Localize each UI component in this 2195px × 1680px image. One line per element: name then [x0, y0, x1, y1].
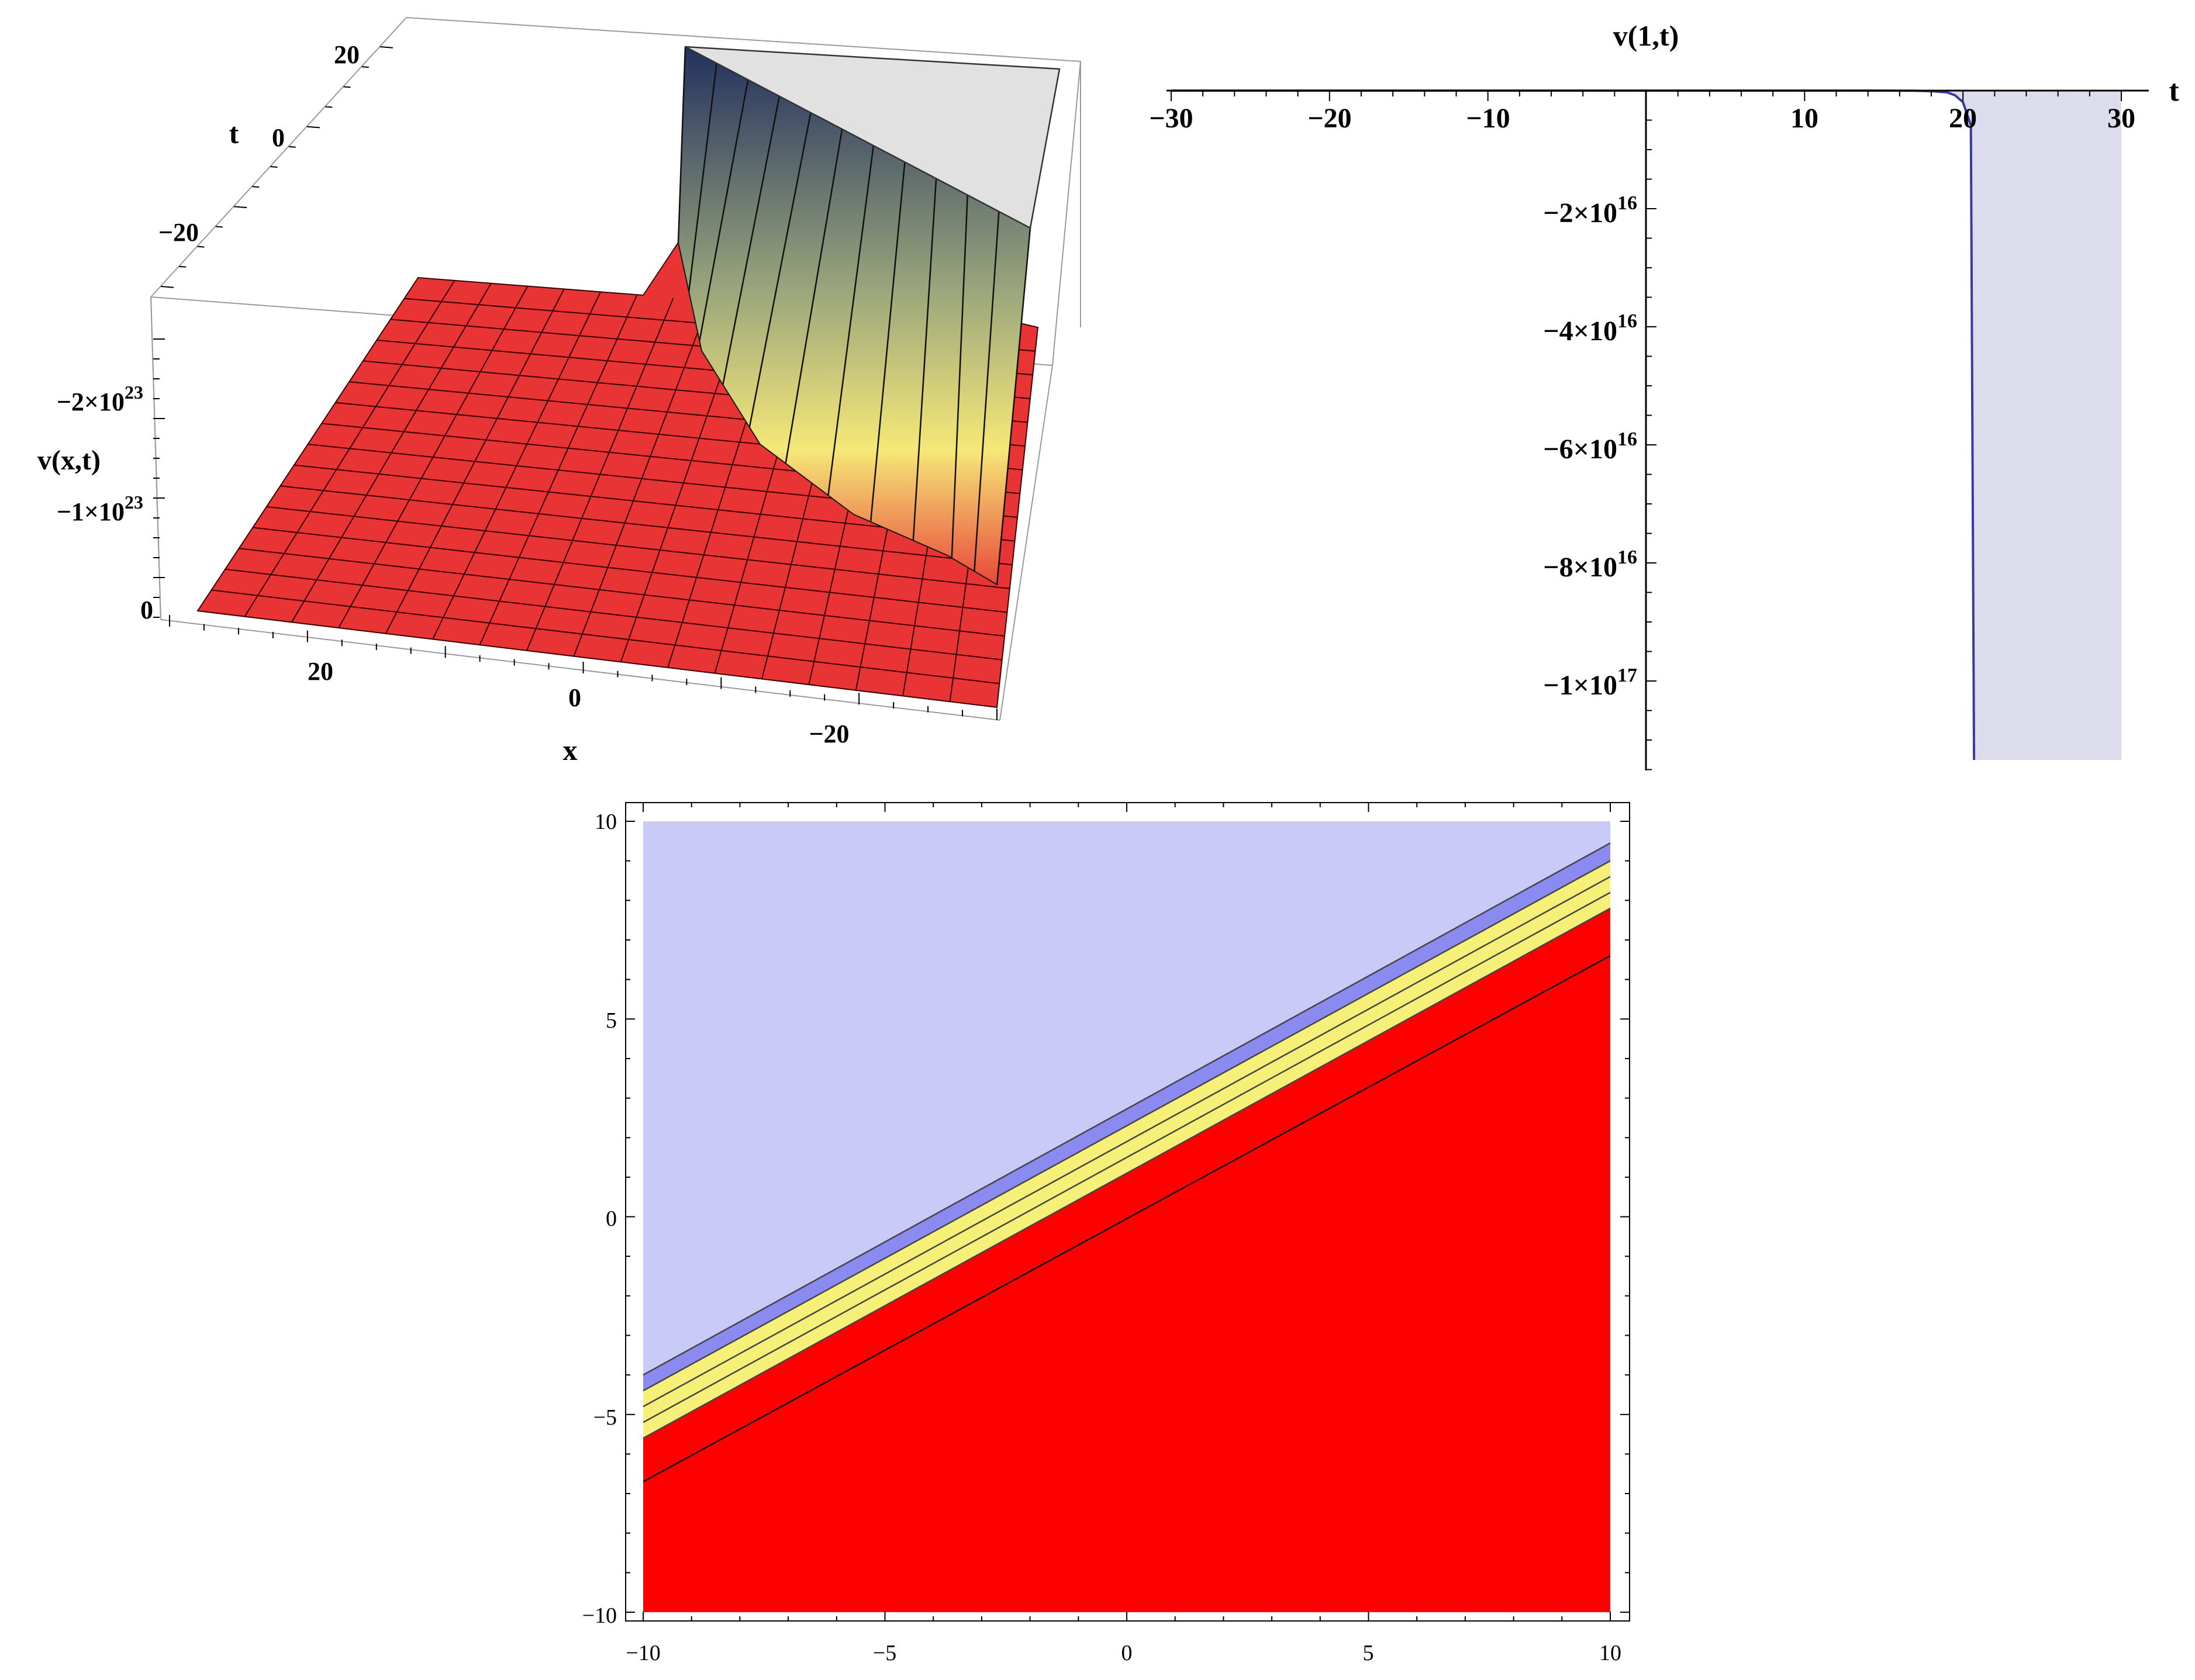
- x-tick-labels: −30 −20 −10 10 20 30: [1149, 103, 2135, 134]
- z-tick: 0: [140, 596, 153, 624]
- x-tick: 0: [1121, 1641, 1133, 1665]
- z-axis-label: v(x,t): [37, 445, 101, 476]
- wall-rib: [699, 79, 749, 341]
- t-tick: −20: [158, 218, 199, 247]
- region-band: [643, 843, 1610, 1391]
- t-axis-tick: [160, 286, 174, 288]
- line-plot: v(1,t) −30 −20 −10 10 20 30 t −2×1016 −4…: [1149, 19, 2179, 770]
- surface-cap: [685, 46, 1061, 229]
- contour-line: [643, 876, 1611, 1408]
- grid-line: [225, 568, 1002, 661]
- x-tick: 10: [1599, 1641, 1621, 1665]
- wall-rib: [722, 96, 781, 385]
- region-top: [643, 821, 1610, 1375]
- x-tick: −30: [1149, 103, 1193, 134]
- region-bottom: [643, 908, 1610, 1612]
- grid-line: [211, 589, 1000, 685]
- t-axis-tick: [252, 186, 260, 188]
- wall-rib: [996, 227, 1031, 585]
- wall-rib: [688, 63, 717, 292]
- surface-plot: 20 0 −20 t −2×1023 v(x,t) −1×1023 0 20 0…: [37, 17, 1082, 766]
- y-tick: −6×1016: [1543, 428, 1637, 465]
- series-area: [1915, 91, 2121, 760]
- y-tick: 5: [606, 1008, 617, 1033]
- t-axis: 20 0 −20 t: [158, 40, 394, 288]
- z-tick: −2×1023: [57, 382, 143, 416]
- x-tick: 30: [2107, 103, 2135, 134]
- contour-plot: 10 5 0 −5 −10 −10 −5 0 5 10: [582, 802, 1630, 1665]
- x-tick: 0: [568, 683, 581, 712]
- grid-line: [239, 548, 1005, 637]
- t-tick: 20: [334, 40, 360, 69]
- wall-rib: [912, 178, 937, 541]
- region-yellow: [643, 860, 1610, 1439]
- y-tick: −8×1016: [1543, 547, 1637, 583]
- y-tick: −10: [582, 1603, 617, 1628]
- contour-line: [643, 891, 1611, 1423]
- x-tick-labels: −10 −5 0 5 10: [626, 1641, 1621, 1665]
- y-tick: −2×1016: [1543, 192, 1637, 229]
- x-axis: 20 0 −20 x: [169, 615, 998, 766]
- grid-line: [280, 485, 1013, 566]
- chart-title: v(1,t): [1613, 19, 1679, 52]
- y-tick: −4×1016: [1543, 310, 1637, 347]
- wall-rib: [951, 195, 968, 558]
- x-tick: 10: [1790, 103, 1818, 134]
- x-tick: −10: [1466, 103, 1510, 134]
- z-axis: −2×1023 v(x,t) −1×1023 0: [37, 338, 165, 624]
- t-axis-label: t: [229, 117, 239, 150]
- surface-wall: [677, 46, 1061, 586]
- grid-line: [253, 527, 1007, 613]
- y-tick: 0: [606, 1207, 617, 1231]
- x-tick: 5: [1363, 1641, 1374, 1665]
- wall-rib: [827, 145, 875, 496]
- x-tick: 20: [308, 657, 333, 686]
- contour-line: [643, 907, 1611, 1439]
- contour-line: [643, 860, 1611, 1392]
- y-tick-labels: −2×1016 −4×1016 −6×1016 −8×1016 −1×1017: [1543, 192, 1637, 701]
- x-tick: −10: [626, 1641, 660, 1665]
- y-tick: −5: [593, 1405, 617, 1430]
- wall-rib: [748, 112, 812, 428]
- wall-rib: [974, 211, 1000, 572]
- y-tick: 10: [595, 810, 617, 834]
- t-axis-tick: [325, 106, 333, 108]
- x-tick: −20: [809, 720, 849, 748]
- x-axis-label: x: [563, 734, 578, 766]
- x-axis-label: t: [2169, 74, 2179, 108]
- grid-line: [266, 506, 1010, 589]
- wall-rib: [785, 129, 843, 464]
- t-axis-tick: [306, 126, 320, 129]
- x-tick: −20: [1307, 103, 1351, 134]
- contour-line: [643, 955, 1611, 1482]
- z-tick: −1×1023: [57, 492, 143, 526]
- y-tick-labels: 10 5 0 −5 −10: [582, 810, 617, 1628]
- t-axis-tick: [379, 46, 394, 49]
- t-axis-tick: [233, 206, 247, 209]
- y-tick: −1×1017: [1543, 665, 1637, 701]
- x-tick: −5: [873, 1641, 896, 1665]
- contour-line: [643, 842, 1611, 1376]
- t-tick: 0: [272, 123, 285, 152]
- wall-rib: [677, 46, 686, 243]
- x-tick: 20: [1949, 103, 1977, 134]
- series-line: [1171, 89, 1976, 761]
- wall-rib: [869, 162, 906, 522]
